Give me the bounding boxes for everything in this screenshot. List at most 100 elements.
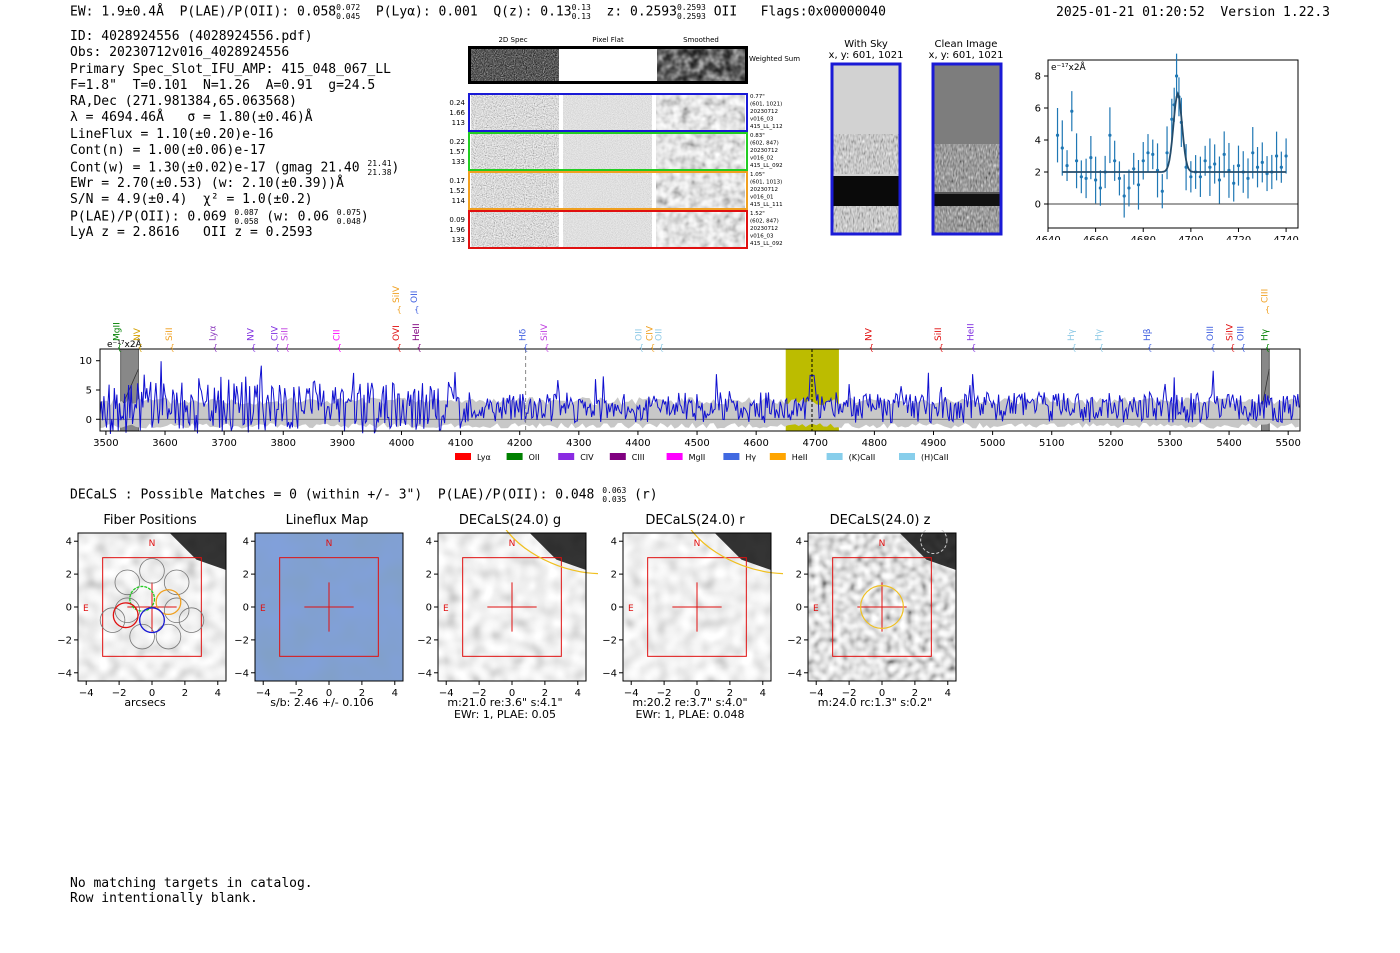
spec-row-right-label: 0.77" bbox=[750, 94, 765, 100]
line-fit-chart: e⁻¹⁷x2Å 4640 4660 4680 4700 4720 4740 0 2 4 6 8 bbox=[1035, 53, 1299, 240]
spec-row-left-label: 1.57 bbox=[449, 148, 465, 156]
zoom-xtick-label: 4700 bbox=[1178, 235, 1203, 240]
info-lineflux: LineFlux = 1.10(±0.20)e-16 bbox=[70, 126, 274, 142]
spec-row-right-label: 20230712 bbox=[750, 148, 778, 154]
spectrum-line-label: HeII bbox=[967, 323, 977, 341]
zoom-data-point bbox=[1203, 159, 1207, 163]
zoom-data-point bbox=[1065, 164, 1069, 168]
spec-row-pixelflat bbox=[563, 94, 652, 131]
clean-image bbox=[931, 62, 1003, 236]
spectrum-line-label: Lyα bbox=[208, 325, 218, 341]
cutout-aperture-box bbox=[102, 557, 202, 657]
cutout-xtick-label: 2 bbox=[542, 688, 548, 699]
spectrum-line-label: OII bbox=[410, 291, 420, 303]
zoom-data-point bbox=[1070, 109, 1074, 113]
neighbor-circle bbox=[920, 530, 948, 555]
spec-row-frame bbox=[468, 210, 748, 249]
legend-swatch bbox=[769, 453, 786, 460]
compass-north: N bbox=[879, 539, 886, 549]
zoom-data-point bbox=[1055, 133, 1060, 137]
zoom-data-point bbox=[1279, 165, 1283, 169]
spectrum-xtick-label: 5400 bbox=[1216, 438, 1241, 449]
zoom-data-point bbox=[1122, 194, 1126, 198]
spectrum-hatch bbox=[120, 368, 139, 410]
spectrum-line-label: NV bbox=[864, 327, 874, 341]
cutout-ytick-label: 4 bbox=[243, 537, 249, 548]
decals-summary: DECaLS : Possible Matches = 0 (within +/… bbox=[70, 486, 658, 504]
cutout-xtick-label: −2 bbox=[842, 688, 857, 699]
cutout-xtick-label: 4 bbox=[392, 688, 398, 699]
fiber-green bbox=[129, 585, 156, 612]
legend-label: OII bbox=[529, 453, 540, 462]
cutout-image-panel: N E −4 −4 −2 −2 0 0 2 2 4 4 bbox=[234, 532, 404, 699]
cutout-ytick-label: 2 bbox=[243, 570, 249, 581]
cutout-image-panel: N E −4 −4 −2 −2 0 0 2 2 4 4 bbox=[57, 532, 227, 699]
cutout-ytick-label: −4 bbox=[234, 668, 249, 679]
timestamp-version: 2025-01-21 01:20:52 Version 1.22.3 bbox=[1056, 5, 1330, 20]
spectrum-line-label: CII bbox=[332, 329, 342, 341]
spectrum-line-bracket: { bbox=[939, 343, 944, 352]
cutout-xtick-label: 0 bbox=[879, 688, 885, 699]
zoom-data-point bbox=[1146, 151, 1150, 155]
col-header-2dspec: 2D Spec bbox=[498, 36, 527, 44]
cutout-bright-source bbox=[169, 533, 226, 570]
spec-row-right-label: (601, 1013) bbox=[750, 180, 782, 186]
compass-east: E bbox=[83, 604, 89, 614]
col-header-smoothed: Smoothed bbox=[683, 36, 719, 44]
legend-swatch bbox=[826, 453, 843, 460]
spectrum-xtick-label: 3600 bbox=[152, 438, 177, 449]
spectrum-xtick-label: 4100 bbox=[448, 438, 473, 449]
spectrum-xtick-label: 4200 bbox=[507, 438, 532, 449]
spectrum-line-bracket: { bbox=[971, 343, 976, 352]
spectrum-line-label: CIII bbox=[1260, 289, 1270, 303]
spectrum-line-bracket: { bbox=[138, 343, 143, 352]
spectrum-ytick-label: 5 bbox=[86, 386, 92, 397]
zoom-data-point bbox=[1170, 117, 1174, 121]
summary-header: EW: 1.9±0.4Å P(LAE)/P(OII): 0.058 0.072 0.… bbox=[70, 3, 886, 21]
spectrum-line-label: Hγ bbox=[1094, 328, 1104, 341]
spectrum-xtick-label: 3900 bbox=[330, 438, 355, 449]
cutout-xtick-label: 4 bbox=[760, 688, 766, 699]
spectrum-line-label: Hγ bbox=[1067, 328, 1077, 341]
cutout-ytick-label: 0 bbox=[426, 603, 432, 614]
cutout-caption: m:21.0 re:3.6" s:4.1" bbox=[447, 696, 563, 709]
zoom-data-point bbox=[1136, 183, 1141, 187]
spec-row-right-label: v016_03 bbox=[750, 234, 774, 240]
zoom-data-point bbox=[1236, 164, 1241, 168]
cutout-ytick-label: −4 bbox=[417, 668, 432, 679]
legend-label: Lyα bbox=[477, 453, 491, 462]
catalog-footer: No matching targets in catalog. Row inten… bbox=[70, 876, 313, 906]
info-obs: Obs: 20230712v016_4028924556 bbox=[70, 45, 290, 61]
cutout-xtick-label: −4 bbox=[624, 688, 639, 699]
footer-line-1: No matching targets in catalog. bbox=[70, 876, 313, 891]
info-cont-w: Cont(w) = 1.30(±0.02)e-17 (gmag 21.40 21… bbox=[70, 159, 400, 178]
fiber-circle bbox=[155, 623, 182, 650]
spec-row-gap bbox=[559, 211, 563, 248]
cutout-ytick-label: 2 bbox=[796, 570, 802, 581]
zoom-ytick-label: 0 bbox=[1035, 200, 1041, 211]
spec-row-right-label: (602, 847) bbox=[750, 219, 779, 225]
fiber-circle bbox=[163, 597, 190, 624]
cutout-ytick-label: 0 bbox=[611, 603, 617, 614]
spec-row-frame bbox=[468, 171, 748, 210]
spectrum-ytick-label: 10 bbox=[79, 356, 92, 367]
zoom-data-point bbox=[1165, 151, 1169, 155]
spectrum-line-bracket: { bbox=[869, 343, 874, 352]
spec-row-smoothed bbox=[656, 133, 745, 170]
cutout-ytick-label: −4 bbox=[787, 668, 802, 679]
info-seeing: F=1.8" T=0.101 N=1.26 A=0.91 g=24.5 bbox=[70, 77, 376, 93]
zoom-ytick-label: 6 bbox=[1035, 104, 1041, 115]
zoom-data-point bbox=[1251, 151, 1255, 155]
zoom-ytick-label: 4 bbox=[1035, 136, 1041, 147]
spectrum-xtick-label: 5300 bbox=[1157, 438, 1182, 449]
cutout-image-panel: N E −4 −4 −2 −2 0 0 2 2 4 4 bbox=[787, 530, 957, 699]
compass-east: E bbox=[260, 604, 266, 614]
cutout-xtick-label: 2 bbox=[727, 688, 733, 699]
cutout-xtick-label: 4 bbox=[215, 688, 221, 699]
zoom-data-point bbox=[1141, 159, 1145, 163]
zoom-xtick-label: 4680 bbox=[1131, 235, 1156, 240]
cutout-title: DECaLS(24.0) z bbox=[829, 513, 931, 528]
legend-label: CIII bbox=[632, 453, 645, 462]
spec-row-left-label: 0.09 bbox=[449, 216, 465, 224]
legend-label: (K)CaII bbox=[849, 453, 876, 462]
